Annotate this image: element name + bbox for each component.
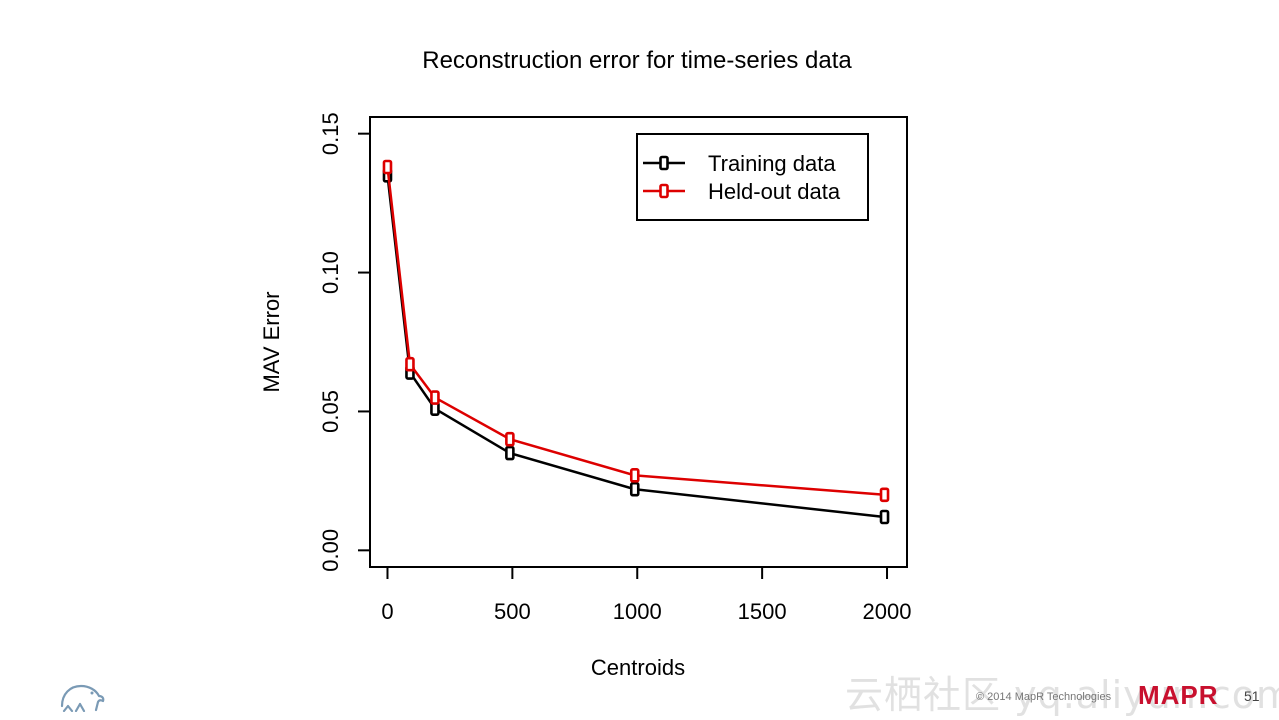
legend-box: [636, 133, 869, 221]
series-2-point: [430, 390, 440, 405]
series-line-1: [386, 175, 885, 519]
series-line-2: [386, 166, 885, 497]
legend: Training data Held-out data: [636, 133, 869, 221]
series-2-point: [629, 468, 640, 483]
y-tick-label: 0.10: [318, 251, 343, 294]
y-axis: 0.00 0.05 0.10 0.15: [318, 112, 371, 572]
chart-title: Reconstruction error for time-series dat…: [422, 47, 852, 74]
series-2-point: [405, 356, 415, 372]
x-tick-label: 500: [494, 599, 531, 624]
watermark: 云栖社区 yq.aliyun.com: [845, 673, 1279, 717]
series-2-point: [505, 431, 515, 447]
series-2-point: [879, 487, 890, 503]
x-axis-label: Centroids: [591, 655, 685, 680]
page-number: 51: [1244, 688, 1260, 704]
brand-logo: MAPR: [1138, 680, 1219, 710]
x-tick-label: 0: [381, 599, 393, 624]
x-tick-label: 1000: [613, 599, 662, 624]
y-tick-label: 0.00: [318, 529, 343, 572]
series-1-point: [879, 509, 890, 525]
series-2-point: [382, 159, 393, 175]
elephant-logo-icon: [60, 684, 105, 712]
series-1-point: [505, 445, 515, 461]
legend-marker: [659, 155, 669, 171]
series-layer: [382, 159, 890, 525]
y-tick-label: 0.05: [318, 390, 343, 433]
x-tick-label: 1500: [738, 599, 787, 624]
y-tick-label: 0.15: [318, 112, 343, 155]
series-1-point: [629, 481, 640, 497]
copyright-text: © 2014 MapR Technologies: [976, 691, 1112, 703]
x-axis: 0 500 1000 1500 2000: [381, 566, 912, 624]
legend-label: Held-out data: [708, 179, 841, 204]
x-tick-label: 2000: [863, 599, 912, 624]
legend-label: Training data: [708, 151, 836, 176]
legend-marker: [659, 183, 669, 199]
y-axis-label: MAV Error: [259, 291, 284, 392]
